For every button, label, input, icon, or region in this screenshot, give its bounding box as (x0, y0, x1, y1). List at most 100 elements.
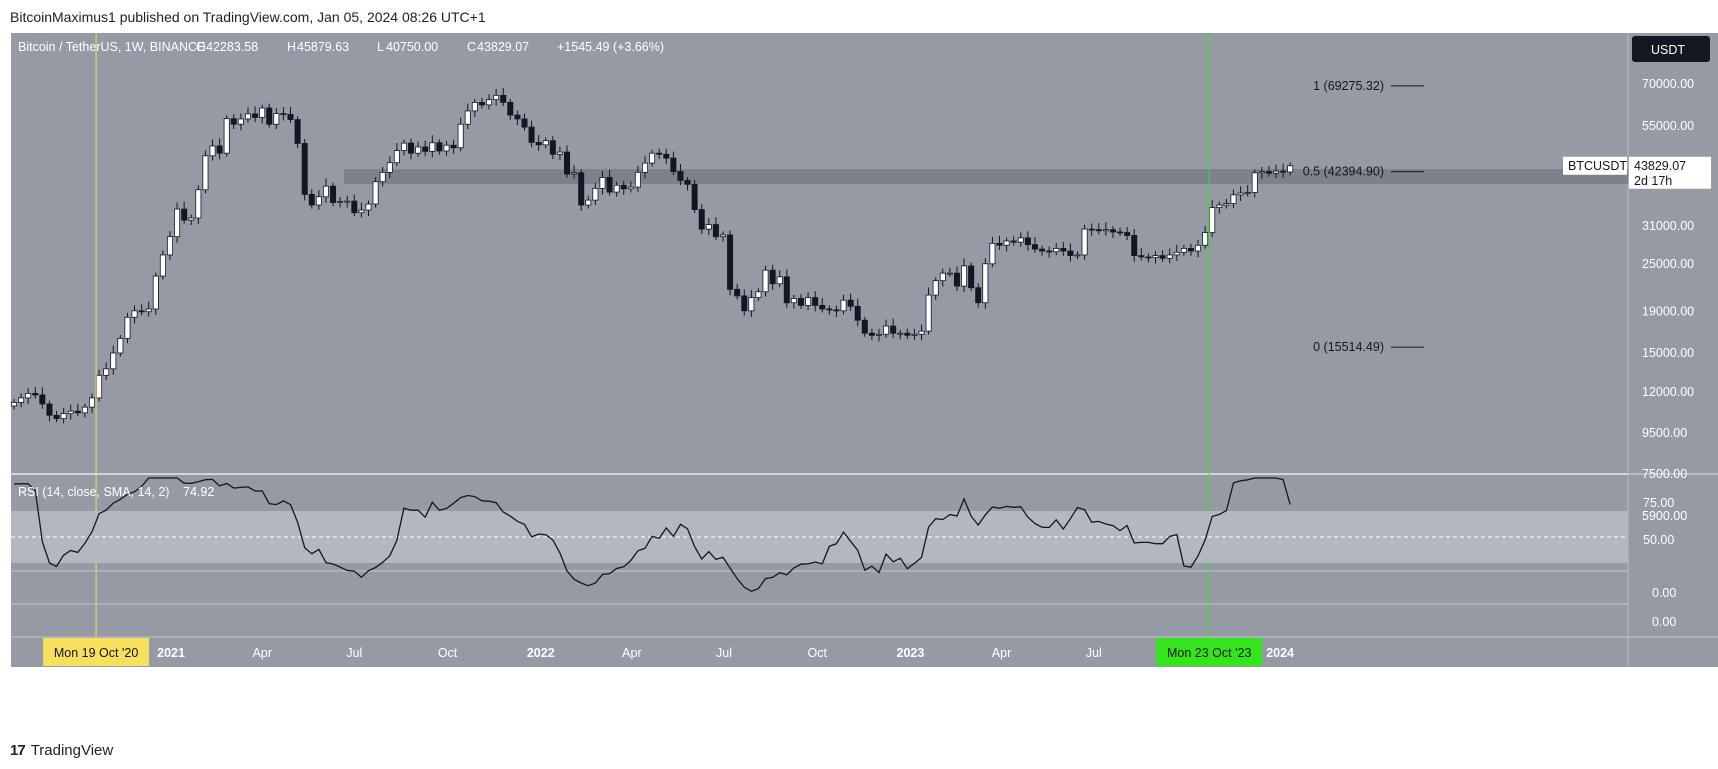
candle-body (273, 113, 280, 125)
candle-body (975, 287, 982, 304)
candle-body (1287, 165, 1294, 173)
candle-body (145, 308, 152, 313)
candle-body (53, 414, 60, 420)
candle-body (1216, 204, 1223, 208)
candle-body (946, 272, 953, 275)
candle-body (968, 265, 975, 289)
candle-body (663, 153, 670, 159)
price-tick-2: 31000.00 (1642, 219, 1694, 233)
candle-body (564, 151, 571, 175)
candle-body (1046, 250, 1053, 253)
candle-body (386, 162, 393, 173)
price-tick-7: 9500.00 (1642, 426, 1687, 440)
candle-body (67, 410, 74, 415)
candle-body (266, 107, 273, 125)
candle-body (188, 217, 195, 221)
candle-body (918, 330, 925, 335)
candle-body (1173, 251, 1180, 256)
footer-brand[interactable]: 17 TradingView (10, 742, 113, 759)
candle-body (875, 333, 882, 336)
yellow-date-label-box (43, 638, 150, 666)
candle-body (436, 142, 443, 152)
time-tick-0: 2021 (157, 646, 185, 660)
candle-body (790, 298, 797, 304)
candle-body (315, 196, 322, 206)
rsi-tick-50: 50.00 (1643, 533, 1674, 547)
candle-body (684, 180, 691, 185)
candle-body (358, 209, 365, 214)
time-tick-3: Oct (438, 646, 458, 660)
time-tick-5: Apr (622, 646, 641, 660)
candle-body (1258, 171, 1265, 174)
currency-badge-text: USDT (1651, 43, 1685, 57)
time-tick-10: Jul (1086, 646, 1102, 660)
candle-body (542, 140, 549, 146)
candle-body (294, 119, 301, 144)
candle-body (1265, 171, 1272, 174)
candle-body (280, 113, 287, 115)
ohlc-o-value: 42283.58 (206, 40, 258, 54)
price-label-value: 43829.07 (1634, 159, 1686, 173)
fib-label-2: 0 (15514.49) (1313, 340, 1384, 354)
candle-body (1074, 254, 1081, 257)
time-tick-2: Jul (346, 646, 362, 660)
candle-body (925, 294, 932, 332)
price-chart[interactable]: 1 (69275.32) 0.5 (42394.90) 0 (15514.49) B… (10, 33, 1718, 731)
price-axis (1628, 33, 1718, 667)
candle-body (507, 101, 514, 116)
candle-body (464, 110, 471, 125)
candle-body (1280, 170, 1287, 173)
candle-body (727, 234, 734, 290)
candle-body (1209, 207, 1216, 233)
resistance-zone (344, 169, 1628, 184)
candle-body (1102, 229, 1109, 232)
candle-body (259, 107, 266, 118)
candle-body (46, 403, 53, 416)
candle-body (478, 101, 485, 106)
candle-body (287, 114, 294, 120)
candle-body (330, 185, 337, 203)
candle-body (705, 224, 712, 230)
fib-label-1: 0.5 (42394.90) (1303, 165, 1384, 179)
fib-levels: 1 (69275.32) 0.5 (42394.90) 0 (15514.49) (1303, 79, 1424, 354)
candle-body (202, 155, 209, 191)
candle-body (932, 280, 939, 296)
chart-container[interactable]: 1 (69275.32) 0.5 (42394.90) 0 (15514.49) B… (10, 33, 1718, 731)
time-tick-9: Apr (992, 646, 1011, 660)
candle-body (805, 297, 812, 306)
time-tick-4: 2022 (527, 646, 555, 660)
candle-body (1053, 248, 1060, 253)
currency-badge[interactable] (1632, 36, 1710, 62)
candle-body (755, 291, 762, 299)
candle-body (216, 145, 223, 154)
candle-body (322, 185, 329, 198)
candle-body (110, 352, 117, 370)
candle-body (138, 310, 145, 313)
candle-body (712, 224, 719, 238)
ohlc-o-key: O (196, 40, 206, 54)
candle-body (1187, 248, 1194, 252)
candle-body (592, 187, 599, 201)
candle-body (1067, 250, 1074, 257)
candle-body (868, 332, 875, 336)
candle-body (578, 172, 585, 206)
candle-body (252, 113, 259, 118)
candle-body (741, 295, 748, 312)
candle-body (1081, 228, 1088, 256)
ohlc-l-value: 40750.00 (386, 40, 438, 54)
candle-body (237, 118, 244, 125)
price-tick-0: 70000.00 (1642, 77, 1694, 91)
candle-body (549, 140, 556, 155)
candle-body (1095, 229, 1102, 232)
candle-body (982, 263, 989, 304)
price-tick-9: 5900.00 (1642, 509, 1687, 523)
candle-body (783, 276, 790, 304)
footer-logo-text: TradingView (30, 742, 114, 759)
rsi-tick-75: 75.00 (1643, 496, 1674, 510)
candle-body (131, 310, 138, 318)
candle-body (1138, 255, 1145, 258)
candle-body (606, 177, 613, 193)
candle-body (471, 101, 478, 112)
price-ticks: 70000.00 55000.00 31000.00 25000.00 19000.00… (1642, 77, 1694, 523)
candle-body (443, 144, 450, 152)
